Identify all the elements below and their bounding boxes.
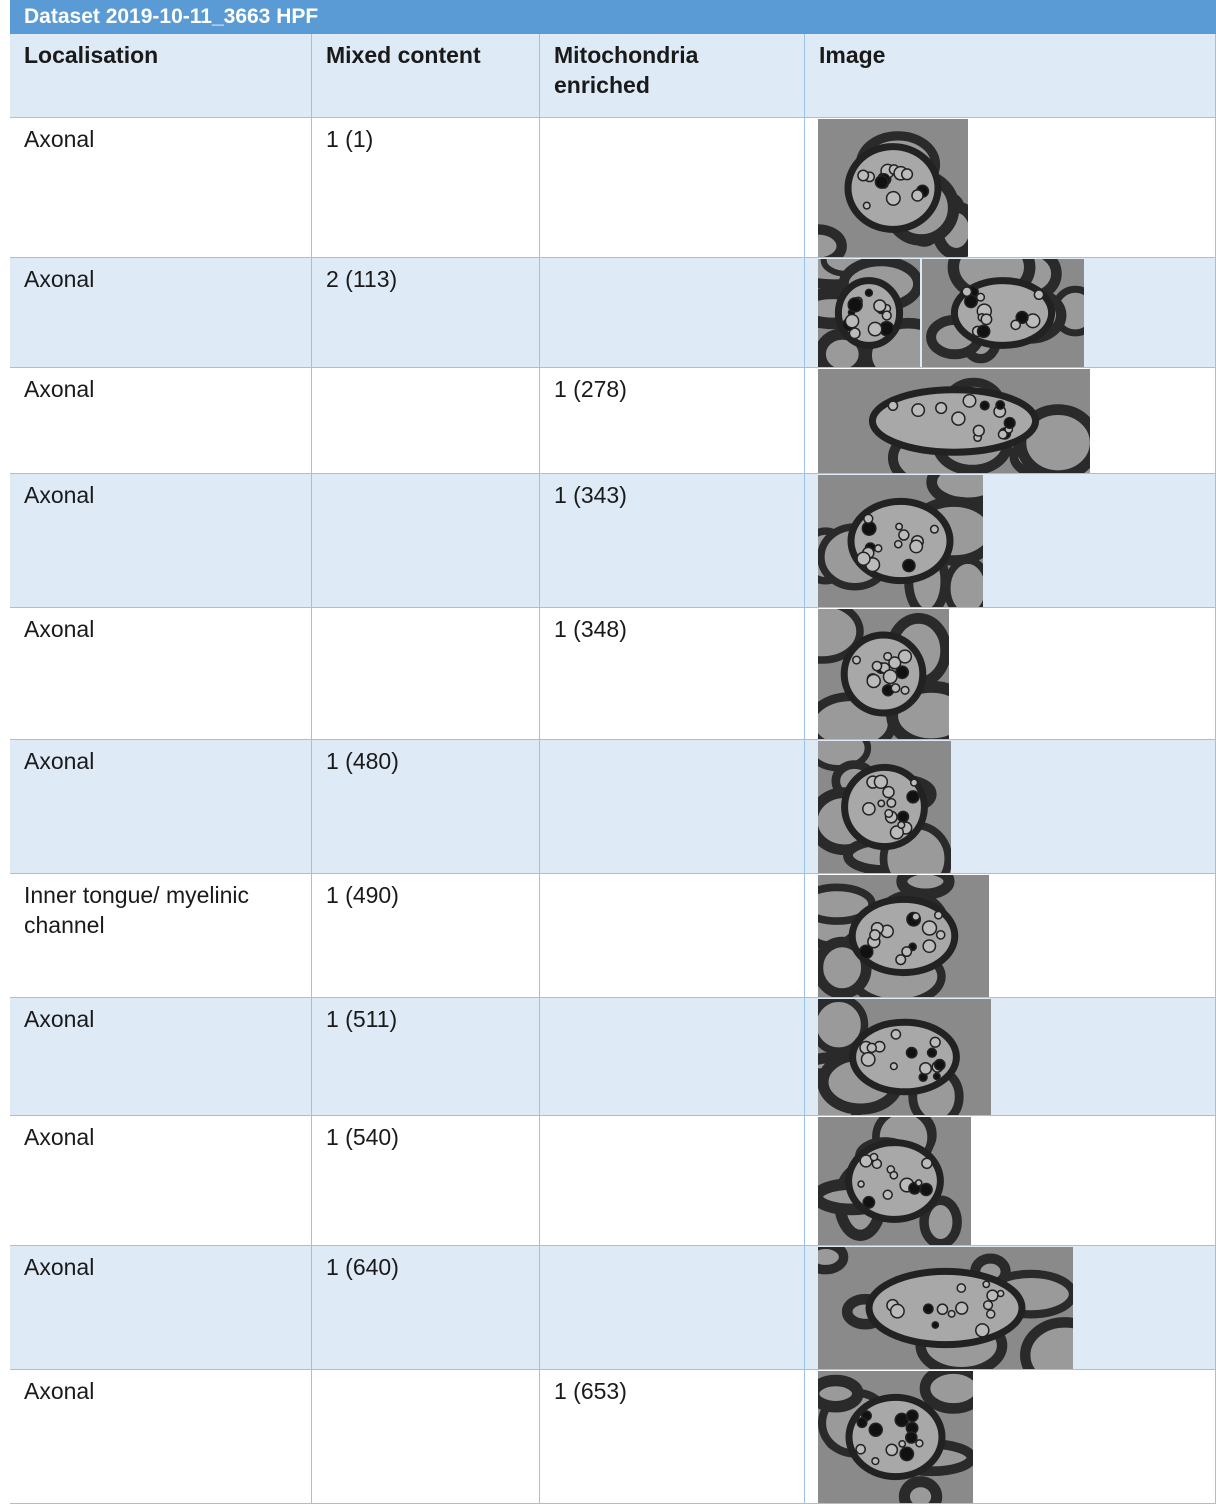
table-cell (540, 1246, 805, 1370)
table-cell: 2 (113) (312, 258, 540, 368)
table-cell (540, 258, 805, 368)
micrograph (818, 1371, 973, 1503)
micrograph (818, 1247, 1073, 1369)
micrograph (818, 999, 991, 1115)
table-cell (540, 874, 805, 998)
table-cell: 1 (480) (312, 740, 540, 874)
table-cell: Inner tongue/ myelinic channel (10, 874, 312, 998)
table-cell: 1 (640) (312, 1246, 540, 1370)
table-cell (312, 1370, 540, 1504)
micrograph (818, 741, 951, 873)
column-header: Mitochondria enriched (540, 34, 805, 118)
table-cell: Axonal (10, 740, 312, 874)
micrograph (818, 369, 1090, 473)
table-cell: Axonal (10, 1246, 312, 1370)
table-cell: 1 (490) (312, 874, 540, 998)
table-cell: Axonal (10, 368, 312, 474)
table-cell: Axonal (10, 118, 312, 258)
table-cell (312, 608, 540, 740)
table-cell: 1 (343) (540, 474, 805, 608)
column-header: Localisation (10, 34, 312, 118)
micrograph (818, 875, 989, 997)
micrograph (818, 119, 968, 257)
column-header: Mixed content (312, 34, 540, 118)
table-cell: Axonal (10, 1116, 312, 1246)
micrograph (922, 259, 1084, 367)
table-cell (312, 368, 540, 474)
table-cell (312, 474, 540, 608)
table-cell: 1 (348) (540, 608, 805, 740)
table-cell: Axonal (10, 608, 312, 740)
table-cell: Axonal (10, 474, 312, 608)
micrograph (818, 1117, 971, 1245)
table-cell: Axonal (10, 998, 312, 1116)
table-cell: Axonal (10, 258, 312, 368)
table-cell (540, 740, 805, 874)
table-cell: 1 (1) (312, 118, 540, 258)
table-cell: 1 (511) (312, 998, 540, 1116)
table-cell: 1 (278) (540, 368, 805, 474)
micrograph (818, 259, 920, 367)
table-cell: 1 (653) (540, 1370, 805, 1504)
table-cell (540, 998, 805, 1116)
table-cell: Axonal (10, 1370, 312, 1504)
table-cell: 1 (540) (312, 1116, 540, 1246)
micrograph (818, 609, 949, 739)
table-title: Dataset 2019-10-11_3663 HPF (10, 0, 1216, 34)
table-cell (540, 118, 805, 258)
column-header: Image (805, 34, 1216, 118)
micrograph (818, 475, 983, 607)
table-cell (540, 1116, 805, 1246)
